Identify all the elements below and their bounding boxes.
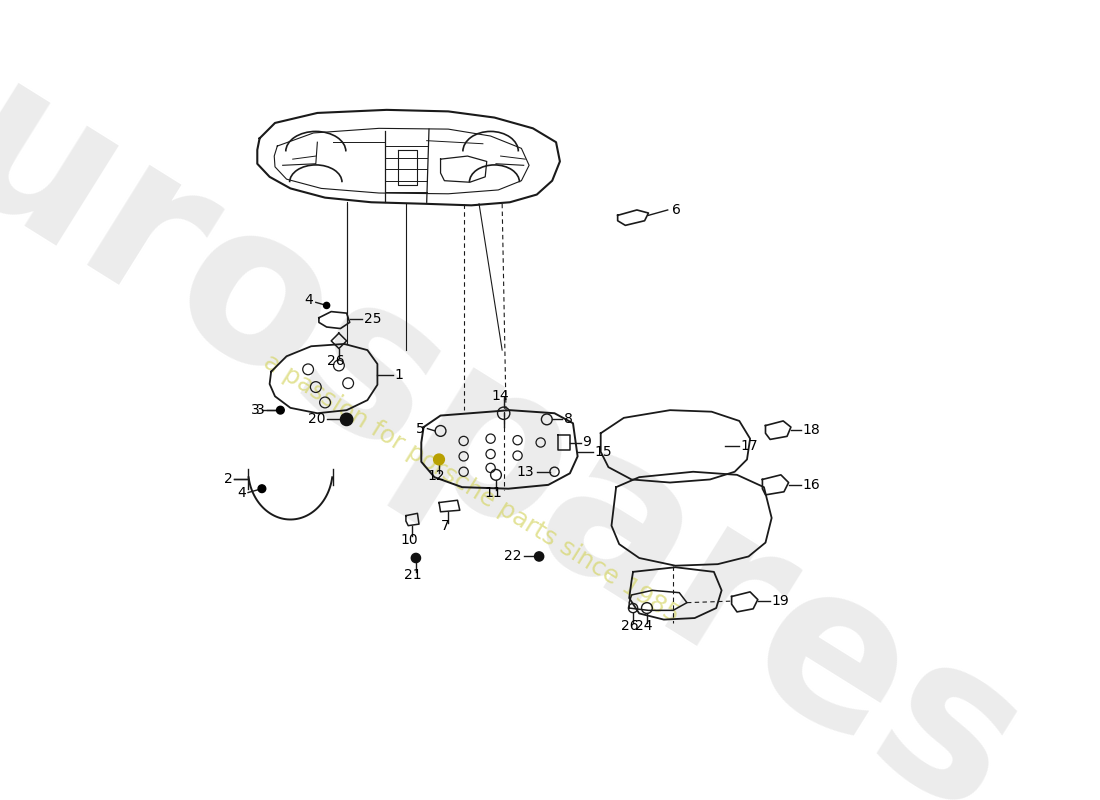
Text: eurospares: eurospares (0, 0, 1057, 800)
Text: 1: 1 (395, 368, 404, 382)
Text: 3: 3 (251, 403, 260, 417)
Text: 11: 11 (484, 486, 502, 500)
Circle shape (258, 485, 266, 493)
Text: 26: 26 (621, 618, 639, 633)
Text: 6: 6 (671, 203, 681, 217)
Circle shape (323, 302, 330, 309)
Text: 4: 4 (238, 486, 246, 499)
Circle shape (535, 552, 543, 561)
Text: 26: 26 (327, 354, 344, 368)
Text: 16: 16 (803, 478, 821, 492)
Text: 18: 18 (803, 423, 821, 437)
Text: a passion for porsche parts since 1985: a passion for porsche parts since 1985 (258, 350, 684, 628)
Text: 9: 9 (582, 435, 591, 450)
Text: 25: 25 (363, 312, 381, 326)
Text: 4: 4 (305, 293, 314, 307)
Text: 17: 17 (741, 439, 759, 454)
Text: 21: 21 (404, 568, 421, 582)
Text: 10: 10 (400, 533, 418, 546)
Text: 3: 3 (256, 403, 265, 417)
Text: 22: 22 (504, 550, 521, 563)
Text: 7: 7 (441, 518, 450, 533)
Text: 20: 20 (308, 413, 326, 426)
Text: 13: 13 (517, 465, 535, 478)
Text: 14: 14 (492, 390, 509, 403)
Text: 24: 24 (635, 618, 652, 633)
Text: 8: 8 (563, 413, 573, 426)
Circle shape (341, 414, 353, 426)
Text: 12: 12 (427, 470, 444, 483)
Text: 19: 19 (772, 594, 790, 608)
Circle shape (433, 454, 444, 465)
Text: 5: 5 (417, 422, 425, 436)
Text: 2: 2 (224, 472, 233, 486)
Circle shape (411, 554, 420, 562)
Text: 15: 15 (594, 445, 613, 458)
Circle shape (276, 406, 284, 414)
